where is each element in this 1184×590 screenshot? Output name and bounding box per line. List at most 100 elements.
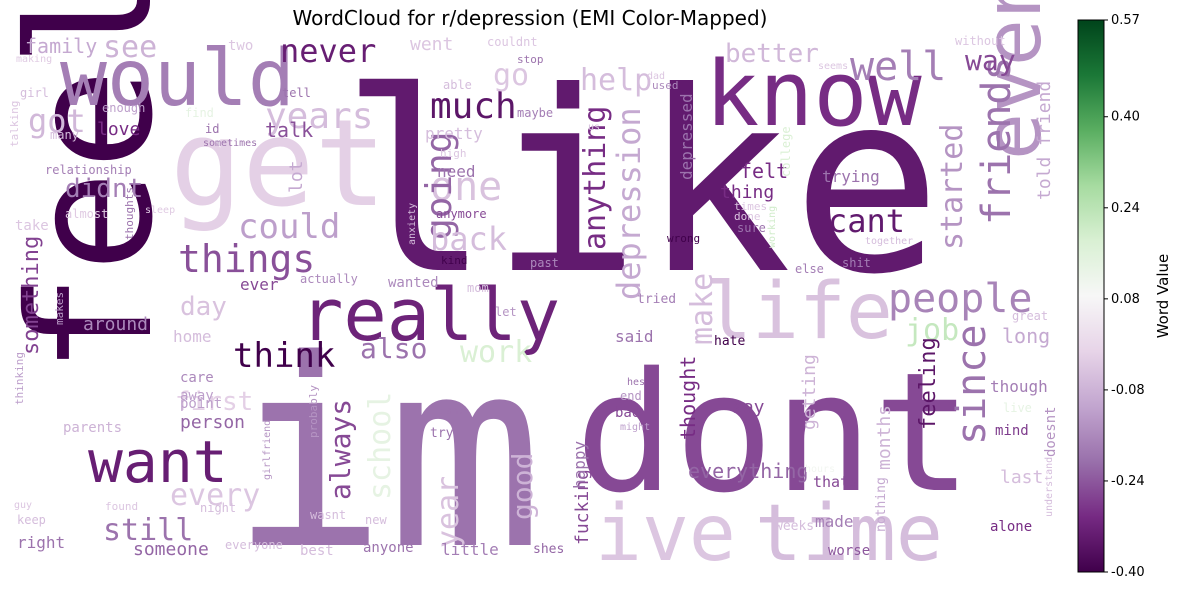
word-together: together — [865, 236, 913, 247]
word-tell: tell — [282, 86, 311, 100]
word-felt: felt — [740, 159, 788, 183]
word-high: high — [440, 147, 467, 160]
word-im: im — [230, 305, 543, 590]
word-girlfriend: girlfriend — [262, 420, 273, 480]
word-isnt: isnt — [440, 406, 464, 417]
colorbar-tick-label: -0.08 — [1111, 383, 1145, 398]
word-take: take — [15, 218, 49, 234]
word-thinking: thinking — [13, 352, 26, 405]
word-ive: ive — [595, 489, 736, 579]
word-everyone: everyone — [225, 538, 283, 552]
word-make: make — [685, 273, 720, 345]
word-life: life — [705, 267, 893, 357]
chart-title: WordCloud for r/depression (EMI Color-Ma… — [292, 6, 768, 30]
word-mind: mind — [995, 423, 1029, 439]
word-sometimes: sometimes — [203, 138, 257, 149]
word-alone: alone — [990, 519, 1032, 535]
word-shit: shit — [842, 256, 871, 270]
word-couldnt: couldnt — [487, 35, 538, 49]
word-made: made — [815, 512, 854, 531]
word-mom: mom — [467, 281, 489, 295]
word-id: id — [205, 122, 219, 136]
word-really: really — [300, 273, 560, 357]
word-parents: parents — [63, 420, 122, 436]
word-first: first — [175, 387, 253, 417]
word-feel: feel — [0, 0, 191, 375]
word-work: work — [460, 335, 532, 370]
word-didnt: didnt — [65, 174, 143, 204]
word-much: much — [430, 86, 517, 127]
word-times: times — [734, 200, 767, 213]
word-tried: tried — [637, 292, 676, 307]
word-like: like — [340, 38, 942, 329]
colorbar-tick-label: -0.40 — [1111, 565, 1145, 580]
word-time: time — [755, 489, 943, 579]
word-night: night — [200, 501, 236, 515]
colorbar-tick-label: 0.08 — [1111, 292, 1140, 307]
word-seems: seems — [818, 61, 848, 72]
word-us: us — [588, 122, 600, 133]
word-would: would — [60, 34, 295, 124]
word-always: always — [324, 399, 357, 500]
word-person: person — [180, 412, 245, 433]
word-started: started — [935, 124, 970, 250]
word-making: making — [16, 54, 52, 65]
word-well: well — [850, 44, 946, 90]
word-working: working — [767, 206, 778, 248]
word-school: school — [363, 392, 398, 500]
word-maybe: maybe — [517, 106, 553, 120]
word-long: long — [1002, 324, 1050, 348]
word-let: let — [495, 305, 517, 319]
word-job: job — [905, 313, 959, 348]
word-right: right — [17, 533, 65, 552]
word-home: home — [173, 327, 212, 346]
word-since: since — [949, 325, 995, 445]
word-great: great — [1012, 309, 1048, 323]
word-actually: actually — [300, 272, 358, 286]
word-understand: understand — [1044, 457, 1055, 517]
word-try: try — [430, 426, 454, 441]
word-probably: probably — [307, 385, 320, 438]
word-talk: talk — [265, 118, 313, 142]
word-makes: makes — [53, 292, 66, 325]
word-many: many — [50, 128, 79, 142]
word-anything: anything — [578, 106, 613, 251]
word-happy: happy — [570, 440, 589, 489]
word-something: something — [19, 236, 44, 355]
word-still: still — [103, 513, 193, 548]
word-go: go — [493, 58, 529, 93]
word-even: even — [969, 0, 1059, 160]
word-sure: sure — [737, 221, 766, 235]
word-talking: talking — [8, 101, 21, 147]
word-help: help — [580, 63, 652, 98]
word-anxiety: anxiety — [407, 203, 418, 245]
word-stop: stop — [517, 53, 544, 66]
word-told-friend: told friend — [1034, 81, 1055, 200]
word-nothing: nothing — [874, 477, 889, 532]
word-point: point — [180, 396, 222, 412]
word-people: people — [888, 276, 1033, 322]
word-done: done — [734, 210, 761, 223]
word-thing: thing — [720, 182, 774, 203]
word-weeks: weeks — [775, 519, 814, 534]
word-two: two — [228, 38, 253, 54]
word-almost: almost — [65, 207, 108, 221]
word-months: months — [874, 405, 895, 470]
word-bad: bad — [615, 405, 640, 421]
word-kind: kind — [441, 254, 468, 267]
word-worse: worse — [828, 543, 870, 559]
word-girl: girl — [20, 86, 49, 100]
colorbar-tick-label: 0.24 — [1111, 201, 1140, 216]
word-every: every — [170, 478, 260, 513]
word-see: see — [103, 30, 157, 65]
word-wanted: wanted — [388, 275, 439, 291]
word-thought: thought — [676, 356, 700, 440]
word-could: could — [238, 207, 340, 247]
colorbar-label: Word Value — [1154, 254, 1172, 339]
word-depressed: depressed — [677, 93, 696, 180]
word-pretty: pretty — [425, 124, 483, 143]
colorbar-tick-label: -0.24 — [1111, 474, 1145, 489]
word-also: also — [360, 332, 427, 365]
